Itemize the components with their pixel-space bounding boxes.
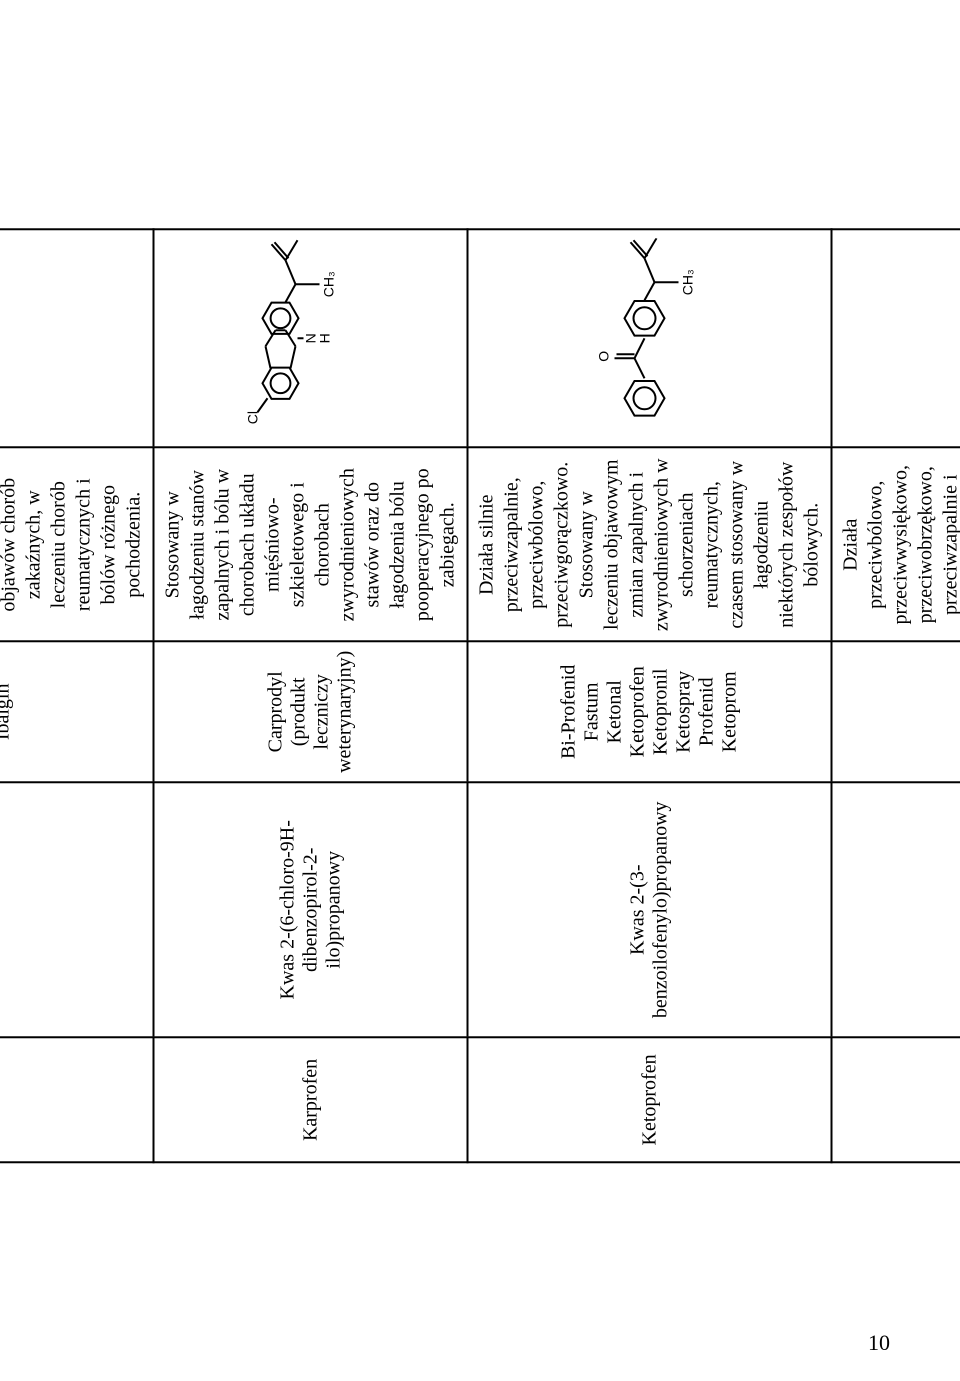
table-body: IbuprofenKwas 2-(4-izobutylofenylo)propa… [0, 229, 960, 1162]
description: Stosowany w łagodzeniu stanów zapalnych … [154, 447, 468, 641]
chemical-name: Kwas 2-(5-benzoilotiofenylo)propanowy [832, 781, 960, 1037]
chem-line2: dibenzopirol-2-ilo)propanowy [299, 790, 345, 1028]
brand-item: Ketopronil [650, 650, 673, 772]
drug-name: Ibuprofen [0, 1037, 154, 1162]
brand-names: BolinetBrufenIbufenIbumIbupromNurofenIba… [0, 641, 154, 781]
description: Działa silnie przeciwzapalnie, przeciwbó… [468, 447, 832, 641]
chemical-name: Kwas 2-(4-izobutylofenylo)propanowy [0, 781, 154, 1037]
structure: ClNHCH₃OOH [154, 229, 468, 447]
chem-line1: Kwas 2-(3- [627, 790, 650, 1028]
svg-text:H: H [317, 333, 333, 343]
svg-text:CH₃: CH₃ [680, 269, 696, 295]
brand-item: (produkt leczniczy [288, 650, 334, 772]
structure: OCH₃OOH [468, 229, 832, 447]
chemical-name: Kwas 2-(3-benzoilofenylo)propanowy [468, 781, 832, 1037]
table-row: Kwas tiaprofenowyKwas 2-(5-benzoilotiofe… [832, 229, 960, 1162]
chemical-name: Kwas 2-(6-chloro-9H-dibenzopirol-2-ilo)p… [154, 781, 468, 1037]
svg-text:O: O [596, 351, 612, 362]
table-row: IbuprofenKwas 2-(4-izobutylofenylo)propa… [0, 229, 154, 1162]
structure: H₃CCH₃CH₃OOH [0, 229, 154, 447]
brand-item: Ibalgin [0, 650, 15, 772]
brand-names: AnafenFlanidGasamLindolabSuralgamSurdoli… [832, 641, 960, 781]
drug-name: Karprofen [154, 1037, 468, 1162]
brand-item: Ketoprom [719, 650, 742, 772]
brand-item: Ketonal [604, 650, 627, 772]
brand-names: Bi-ProfenidFastumKetonalKetoprofenKetopr… [468, 641, 832, 781]
drug-table: (1) (2) (3) (4) (5) IbuprofenKwas 2-(4-i… [0, 228, 960, 1163]
brand-item: Fastum [581, 650, 604, 772]
table-rotated: (1) (2) (3) (4) (5) IbuprofenKwas 2-(4-i… [0, 228, 960, 1163]
brand-names: Carprodyl(produkt leczniczyweterynaryjny… [154, 641, 468, 781]
brand-item: Ketospray [673, 650, 696, 772]
structure: OSCH₃OOH [832, 229, 960, 447]
brand-item: weterynaryjny) [334, 650, 357, 772]
page: (1) (2) (3) (4) (5) IbuprofenKwas 2-(4-i… [0, 0, 960, 1381]
table-container: (1) (2) (3) (4) (5) IbuprofenKwas 2-(4-i… [55, 60, 905, 1331]
drug-name: Ketoprofen [468, 1037, 832, 1162]
brand-item: Ketoprofen [627, 650, 650, 772]
chem-line2: benzoilofenylo)propanowy [650, 790, 673, 1028]
brand-item: Profenid [696, 650, 719, 772]
chem-line1: Kwas 2-(6-chloro-9H- [276, 790, 299, 1028]
page-number: 10 [868, 1330, 890, 1356]
drug-name: Kwas tiaprofenowy [832, 1037, 960, 1162]
svg-text:CH₃: CH₃ [321, 271, 337, 297]
table-row: KetoprofenKwas 2-(3-benzoilofenylo)propa… [468, 229, 832, 1162]
description: Działa przeciwbólowo, przeciwwysiękowo, … [832, 447, 960, 641]
brand-item: Bi-Profenid [558, 650, 581, 772]
description: Działa przeciwbólowo, przeciwzapalnie, p… [0, 447, 154, 641]
table-row: KarprofenKwas 2-(6-chloro-9H-dibenzopiro… [154, 229, 468, 1162]
brand-item: Carprodyl [265, 650, 288, 772]
